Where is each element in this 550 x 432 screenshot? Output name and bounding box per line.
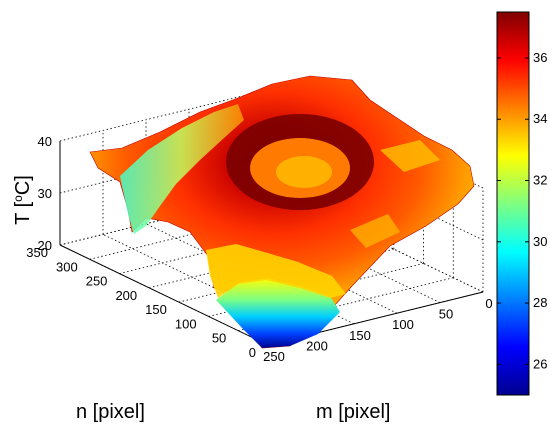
y-axis-line: [59, 244, 269, 346]
z-tick-label: 20: [38, 238, 52, 253]
colorbar-tick-label: 30: [533, 234, 547, 249]
x-axis-label: m [pixel]: [316, 401, 390, 423]
colorbar-ticks: 26 28 30 32 34 36: [497, 50, 547, 371]
surface-basin: [216, 278, 340, 348]
colorbar-tick-label: 34: [533, 111, 547, 126]
grid-line: [59, 87, 276, 142]
surface-streak: [380, 140, 440, 172]
x-tick-label: 200: [306, 338, 328, 353]
y-tick-label: 0: [249, 345, 256, 360]
surface-streak: [350, 214, 400, 248]
y-tick-label: 250: [86, 274, 108, 289]
surface-crater-floor: [276, 156, 332, 188]
grid-line: [102, 234, 312, 335]
x-tick-label: 100: [392, 317, 414, 332]
colorbar: 26 28 30 32 34 36: [496, 11, 547, 396]
x-tick-label: 50: [439, 307, 453, 322]
x-tick-label: 150: [349, 328, 371, 343]
z-tick-label: 40: [38, 134, 52, 149]
y-tick-label: 50: [212, 331, 226, 346]
y-tick-label: 300: [56, 259, 78, 274]
y-tick-label: 350: [26, 245, 48, 260]
colorbar-scale: [496, 11, 530, 396]
y-axis-label: n [pixel]: [76, 401, 145, 423]
grid-line: [145, 223, 355, 325]
colorbar-tick-label: 32: [533, 173, 547, 188]
temperature-surface: [89, 75, 475, 349]
x-tick-label: 250: [263, 349, 285, 364]
x-tick-label: 0: [485, 296, 492, 311]
surface-slope: [206, 244, 346, 298]
y-tick-label: 200: [115, 288, 137, 303]
y-tick-label: 100: [175, 316, 197, 331]
surface-ridge: [120, 104, 244, 234]
colorbar-tick-label: 28: [533, 295, 547, 310]
colorbar-tick-label: 26: [533, 356, 547, 371]
y-tick-label: 150: [145, 302, 167, 317]
colorbar-tick-label: 36: [533, 50, 547, 65]
axis-ticks: 20 30 40 0 50 100 150 200 250 300 350 0 50 100 150 200 2…: [26, 134, 492, 364]
z-tick-label: 30: [38, 186, 52, 201]
z-axis-label: T [oC]: [11, 175, 34, 225]
